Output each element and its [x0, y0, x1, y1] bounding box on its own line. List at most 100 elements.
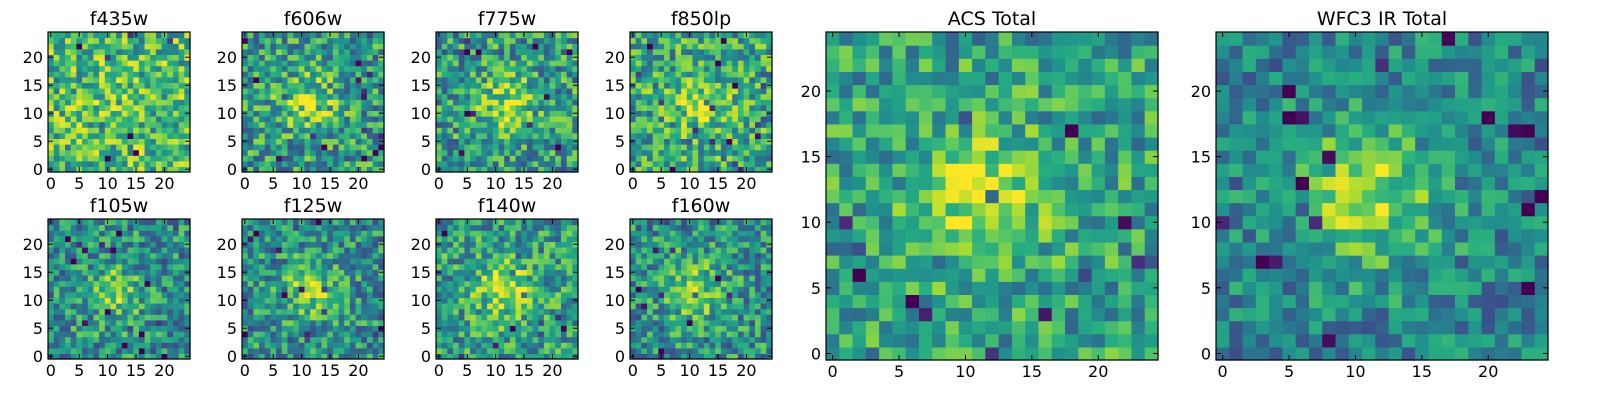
heatmap-cell [743, 314, 750, 321]
heatmap-cell [572, 71, 579, 78]
heatmap-cell [70, 37, 77, 44]
heatmap-cell [150, 71, 157, 78]
heatmap-cell [167, 60, 174, 67]
heatmap-cell [287, 325, 294, 332]
heatmap-cell [155, 121, 163, 128]
heatmap-cell [121, 269, 129, 276]
heatmap-cell [543, 258, 551, 265]
heatmap-cell [509, 325, 517, 332]
heatmap-cell [447, 93, 454, 100]
heatmap-cell [298, 138, 306, 145]
heatmap-cell [760, 65, 767, 72]
heatmap-cell [178, 319, 185, 326]
heatmap-cell [304, 331, 311, 338]
heatmap-cell [652, 314, 659, 321]
heatmap-cell [53, 247, 60, 254]
heatmap-cell [304, 121, 311, 128]
heatmap-cell [99, 37, 106, 44]
heatmap-cell [298, 286, 306, 293]
heatmap-cell [504, 60, 511, 67]
heatmap-cell [76, 144, 83, 151]
heatmap-cell [332, 331, 340, 338]
heatmap-cell [276, 219, 283, 226]
heatmap-cell [155, 166, 163, 173]
heatmap-cell [184, 263, 191, 270]
heatmap-cell [65, 155, 72, 162]
heatmap-cell [766, 99, 773, 106]
heatmap-cell [453, 65, 460, 72]
heatmap-cell [664, 160, 671, 167]
heatmap-cell [743, 88, 750, 95]
heatmap-cell [259, 132, 266, 139]
heatmap-cell [436, 116, 443, 123]
heatmap-cell [87, 144, 95, 151]
heatmap-cell [470, 71, 477, 78]
heatmap-cell [361, 230, 368, 237]
heatmap-cell [732, 353, 739, 360]
heatmap-cell [372, 144, 379, 151]
heatmap-cell [253, 241, 260, 248]
heatmap-cell [652, 353, 659, 360]
heatmap-cell [720, 76, 728, 83]
heatmap-cell [99, 331, 106, 338]
heatmap-cell [327, 280, 334, 287]
heatmap-cell [658, 325, 665, 332]
heatmap-cell [355, 155, 362, 162]
heatmap-cell [178, 342, 185, 349]
heatmap-cell [760, 48, 767, 55]
heatmap-cell [366, 342, 374, 349]
heatmap-cell [366, 32, 374, 39]
heatmap-cell [184, 76, 191, 83]
heatmap-cell [441, 88, 448, 95]
heatmap-cell [76, 71, 83, 78]
heatmap-cell [464, 308, 471, 315]
heatmap-cell [538, 155, 545, 162]
heatmap-cell [70, 149, 77, 156]
heatmap-cell [487, 235, 494, 242]
heatmap-cell [669, 65, 677, 72]
heatmap-cell [344, 166, 351, 173]
heatmap-cell [133, 110, 140, 117]
heatmap-cell [372, 331, 379, 338]
heatmap-cell [453, 342, 460, 349]
heatmap-cell [48, 71, 55, 78]
heatmap-cell [87, 325, 95, 332]
heatmap-cell [361, 286, 368, 293]
heatmap-cell [247, 76, 254, 83]
heatmap-cell [453, 275, 460, 282]
heatmap-cell [332, 71, 340, 78]
heatmap-cell [116, 132, 123, 139]
heatmap-cell [65, 286, 72, 293]
heatmap-cell [82, 241, 89, 248]
heatmap-cell [760, 280, 767, 287]
heatmap-cell [372, 138, 379, 145]
heatmap-cell [447, 155, 454, 162]
heatmap-cell [658, 99, 665, 106]
heatmap-cell [481, 224, 488, 231]
heatmap-cell [487, 76, 494, 83]
heatmap-cell [93, 342, 100, 349]
heatmap-cell [447, 132, 454, 139]
heatmap-cell [161, 235, 168, 242]
heatmap-cell [161, 291, 168, 298]
heatmap-cell [53, 353, 60, 360]
heatmap-cell [155, 82, 163, 89]
heatmap-cell [526, 132, 534, 139]
heatmap-cell [726, 132, 733, 139]
x-tick-label: 5 [268, 361, 278, 380]
heatmap-cell [526, 303, 534, 310]
heatmap-cell [104, 37, 112, 44]
heatmap-cell [270, 37, 277, 44]
heatmap-cell [315, 60, 323, 67]
heatmap-cell [492, 303, 500, 310]
heatmap-cell [99, 342, 106, 349]
heatmap-cell [703, 155, 711, 162]
heatmap-cell [652, 48, 659, 55]
heatmap-cell [686, 347, 694, 354]
heatmap-cell [630, 303, 637, 310]
heatmap-cell [749, 132, 756, 139]
heatmap-cell [259, 308, 266, 315]
heatmap-cell [242, 76, 249, 83]
heatmap-cell [321, 65, 328, 72]
heatmap-cell [470, 60, 477, 67]
